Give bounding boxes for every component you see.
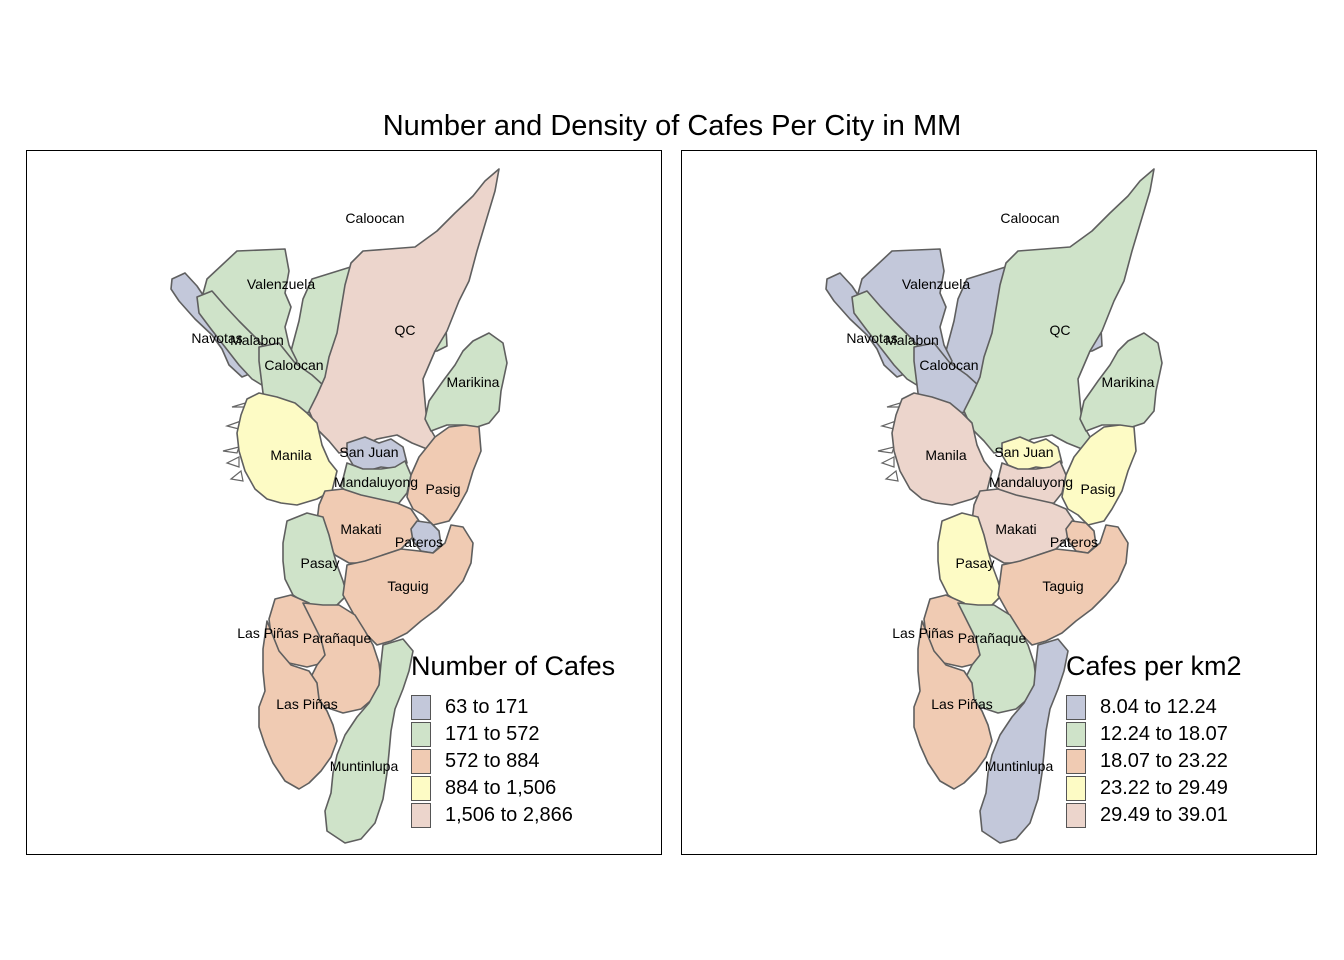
city-label: San Juan xyxy=(994,444,1053,460)
legend-label: 29.49 to 39.01 xyxy=(1100,804,1228,826)
legend: Cafes per km2 8.04 to 12.24 12.24 to 18.0… xyxy=(1066,651,1242,829)
legend-label: 171 to 572 xyxy=(445,723,540,745)
legend-swatch xyxy=(411,803,431,828)
legend-item: 29.49 to 39.01 xyxy=(1066,802,1242,829)
city-region-las-piñas xyxy=(913,620,993,790)
city-label: Pasig xyxy=(425,481,460,497)
city-label: Pasay xyxy=(301,555,340,571)
shoreline xyxy=(229,469,244,482)
shoreline xyxy=(222,446,240,454)
city-label: Muntinlupa xyxy=(985,758,1054,774)
legend-item: 171 to 572 xyxy=(411,721,615,748)
city-label: Las Piñas xyxy=(931,696,992,712)
legend-item: 18.07 to 23.22 xyxy=(1066,748,1242,775)
city-region-muntinlupa xyxy=(324,638,414,844)
legend-swatch xyxy=(411,749,431,774)
legend-label: 12.24 to 18.07 xyxy=(1100,723,1228,745)
legend-item: 12.24 to 18.07 xyxy=(1066,721,1242,748)
city-region-parañaque xyxy=(302,602,382,714)
legend-swatch xyxy=(411,695,431,720)
city-region-parañaque xyxy=(957,602,1037,714)
city-region-muntinlupa xyxy=(979,638,1069,844)
city-label: Taguig xyxy=(1042,578,1083,594)
shoreline xyxy=(880,456,895,468)
city-label: Las Piñas xyxy=(276,696,337,712)
city-label: Caloocan xyxy=(345,210,404,226)
legend-swatch xyxy=(411,776,431,801)
city-label: Marikina xyxy=(1102,374,1155,390)
legend-swatch xyxy=(1066,803,1086,828)
city-label: Taguig xyxy=(387,578,428,594)
city-label: Makati xyxy=(340,521,381,537)
city-label: Caloocan xyxy=(1000,210,1059,226)
city-label: Malabon xyxy=(885,332,939,348)
legend-label: 1,506 to 2,866 xyxy=(445,804,573,826)
legend-swatch xyxy=(1066,776,1086,801)
city-label: Mandaluyong xyxy=(989,474,1073,490)
map-panel-number-of-cafes: Caloocan Valenzuela Navotas Malabon Caloocan… xyxy=(26,150,662,855)
legend-title: Cafes per km2 xyxy=(1066,651,1242,681)
city-label: Manila xyxy=(925,447,966,463)
chart-title: Number and Density of Cafes Per City in … xyxy=(382,110,962,142)
city-label: San Juan xyxy=(339,444,398,460)
legend-label: 63 to 171 xyxy=(445,696,529,718)
city-label: Malabon xyxy=(230,332,284,348)
city-region-qc xyxy=(308,168,500,454)
city-label: Pateros xyxy=(395,534,443,550)
city-region-pasay xyxy=(282,512,348,608)
legend-item: 8.04 to 12.24 xyxy=(1066,694,1242,721)
city-label: Manila xyxy=(270,447,311,463)
city-label: Valenzuela xyxy=(902,276,970,292)
legend-label: 572 to 884 xyxy=(445,750,540,772)
city-label: Caloocan xyxy=(264,357,323,373)
shoreline xyxy=(884,469,899,482)
city-label: Navotas xyxy=(191,330,242,346)
city-label: Pateros xyxy=(1050,534,1098,550)
city-label: Las Piñas xyxy=(237,625,298,641)
legend-swatch xyxy=(1066,749,1086,774)
city-label: Pasig xyxy=(1080,481,1115,497)
city-label: Valenzuela xyxy=(247,276,315,292)
legend-item: 63 to 171 xyxy=(411,694,615,721)
legend-label: 23.22 to 29.49 xyxy=(1100,777,1228,799)
legend-swatch xyxy=(1066,695,1086,720)
legend-item: 572 to 884 xyxy=(411,748,615,775)
map-panel-cafes-per-km2: Caloocan Valenzuela Navotas Malabon Caloocan… xyxy=(681,150,1317,855)
city-region-pasig xyxy=(406,424,482,526)
legend: Number of Cafes 63 to 171 171 to 572 572 t… xyxy=(411,651,615,829)
city-label: Makati xyxy=(995,521,1036,537)
city-label: Caloocan xyxy=(919,357,978,373)
city-region-las-piñas xyxy=(258,620,338,790)
city-region-qc xyxy=(963,168,1155,454)
city-region-taguig xyxy=(342,524,474,646)
shoreline xyxy=(877,446,895,454)
city-label: Pasay xyxy=(956,555,995,571)
city-label: QC xyxy=(395,322,416,338)
legend-item: 884 to 1,506 xyxy=(411,775,615,802)
shoreline xyxy=(225,456,240,468)
city-region-pasay xyxy=(937,512,1003,608)
legend-label: 18.07 to 23.22 xyxy=(1100,750,1228,772)
city-label: Navotas xyxy=(846,330,897,346)
city-label: Las Piñas xyxy=(892,625,953,641)
legend-title: Number of Cafes xyxy=(411,651,616,681)
city-label: Parañaque xyxy=(958,630,1027,646)
legend-swatch xyxy=(411,722,431,747)
city-label: Mandaluyong xyxy=(334,474,418,490)
legend-label: 8.04 to 12.24 xyxy=(1100,696,1217,718)
city-label: QC xyxy=(1050,322,1071,338)
legend-item: 23.22 to 29.49 xyxy=(1066,775,1242,802)
city-region-taguig xyxy=(997,524,1129,646)
city-region-pasig xyxy=(1061,424,1137,526)
city-label: Parañaque xyxy=(303,630,372,646)
legend-label: 884 to 1,506 xyxy=(445,777,557,799)
city-label: Marikina xyxy=(447,374,500,390)
legend-swatch xyxy=(1066,722,1086,747)
city-label: Muntinlupa xyxy=(330,758,399,774)
legend-item: 1,506 to 2,866 xyxy=(411,802,615,829)
